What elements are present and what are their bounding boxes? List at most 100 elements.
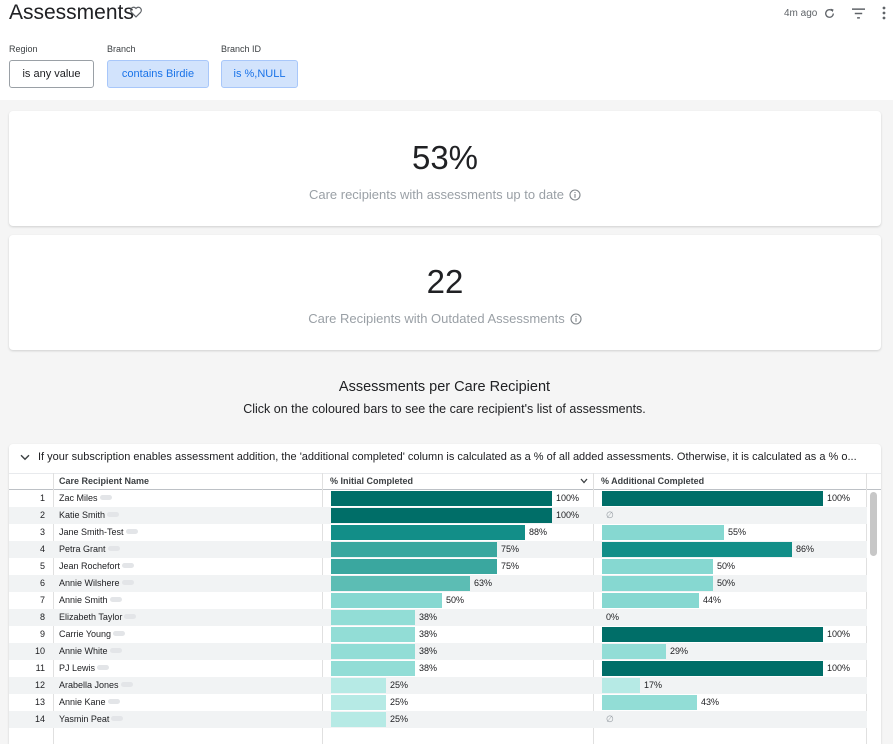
initial-completed-bar[interactable] bbox=[331, 576, 470, 591]
more-options-icon[interactable] bbox=[107, 699, 120, 704]
info-icon[interactable] bbox=[569, 189, 581, 201]
care-recipient-name[interactable]: Annie Kane bbox=[59, 697, 120, 707]
table-row[interactable]: 3 Jane Smith-Test 88% 55% bbox=[9, 524, 867, 541]
column-header-initial[interactable]: % Initial Completed bbox=[330, 476, 414, 486]
additional-completed-bar[interactable] bbox=[602, 593, 699, 608]
row-number: 4 bbox=[39, 544, 45, 554]
table-row[interactable]: 9 Carrie Young 38% 100% bbox=[9, 626, 867, 643]
additional-completed-bar[interactable] bbox=[602, 559, 713, 574]
additional-completed-bar[interactable] bbox=[602, 576, 713, 591]
additional-completed-value: 100% bbox=[827, 493, 851, 503]
row-number: 3 bbox=[39, 527, 45, 537]
filter-icon[interactable] bbox=[852, 8, 865, 19]
table-row[interactable]: 7 Annie Smith 50% 44% bbox=[9, 592, 867, 609]
additional-completed-value: 100% bbox=[827, 663, 851, 673]
kpi-card-outdated[interactable]: 22 Care Recipients with Outdated Assessm… bbox=[9, 235, 881, 350]
additional-completed-bar[interactable] bbox=[602, 525, 724, 540]
care-recipient-name[interactable]: Yasmin Peat bbox=[59, 714, 124, 724]
initial-completed-bar[interactable] bbox=[331, 678, 386, 693]
more-options-icon[interactable] bbox=[99, 495, 112, 500]
initial-completed-bar[interactable] bbox=[331, 525, 525, 540]
additional-completed-bar[interactable] bbox=[602, 542, 792, 557]
row-number: 14 bbox=[34, 714, 45, 724]
more-options-icon[interactable] bbox=[121, 580, 134, 585]
table-row[interactable]: 10 Annie White 38% 29% bbox=[9, 643, 867, 660]
row-number: 12 bbox=[34, 680, 45, 690]
filter-chip-region[interactable]: is any value bbox=[9, 60, 94, 88]
care-recipient-name[interactable]: Annie White bbox=[59, 646, 122, 656]
heart-icon[interactable] bbox=[129, 5, 143, 19]
more-options-icon[interactable] bbox=[109, 648, 122, 653]
table-row[interactable]: 11 PJ Lewis 38% 100% bbox=[9, 660, 867, 677]
initial-completed-value: 100% bbox=[556, 510, 580, 520]
initial-completed-bar[interactable] bbox=[331, 491, 552, 506]
initial-completed-bar[interactable] bbox=[331, 644, 415, 659]
additional-completed-value: 100% bbox=[827, 629, 851, 639]
care-recipient-name[interactable]: Annie Wilshere bbox=[59, 578, 134, 588]
care-recipient-name[interactable]: PJ Lewis bbox=[59, 663, 110, 673]
care-recipient-name[interactable]: Annie Smith bbox=[59, 595, 122, 605]
table-row[interactable]: 4 Petra Grant 75% 86% bbox=[9, 541, 867, 558]
more-options-icon[interactable] bbox=[97, 665, 110, 670]
more-options-icon[interactable] bbox=[125, 529, 138, 534]
additional-completed-bar[interactable] bbox=[602, 678, 640, 693]
filter-chip-branch[interactable]: contains Birdie bbox=[107, 60, 209, 88]
table-row[interactable]: 6 Annie Wilshere 63% 50% bbox=[9, 575, 867, 592]
refresh-icon[interactable] bbox=[823, 7, 836, 20]
initial-completed-bar[interactable] bbox=[331, 508, 552, 523]
column-header-additional[interactable]: % Additional Completed bbox=[601, 476, 705, 486]
more-options-icon[interactable] bbox=[107, 546, 120, 551]
additional-completed-bar[interactable] bbox=[602, 491, 823, 506]
more-options-icon[interactable] bbox=[109, 597, 122, 602]
additional-completed-bar[interactable] bbox=[602, 695, 697, 710]
table-scrollbar[interactable] bbox=[870, 492, 877, 556]
more-options-icon[interactable] bbox=[120, 682, 133, 687]
care-recipient-name[interactable]: Elizabeth Taylor bbox=[59, 612, 137, 622]
table-row[interactable]: 2 Katie Smith 100% ∅ bbox=[9, 507, 867, 524]
care-recipient-name[interactable]: Petra Grant bbox=[59, 544, 120, 554]
column-header-name[interactable]: Care Recipient Name bbox=[59, 476, 150, 486]
initial-completed-bar[interactable] bbox=[331, 712, 386, 727]
care-recipient-name[interactable]: Zac Miles bbox=[59, 493, 112, 503]
column-divider bbox=[53, 473, 54, 744]
filter-label-region: Region bbox=[9, 44, 38, 54]
care-recipient-name[interactable]: Carrie Young bbox=[59, 629, 126, 639]
initial-completed-bar[interactable] bbox=[331, 542, 497, 557]
sort-chevron-icon[interactable] bbox=[580, 478, 588, 484]
additional-completed-value: 43% bbox=[701, 697, 720, 707]
table-row[interactable]: 1 Zac Miles 100% 100% bbox=[9, 490, 867, 507]
care-recipient-name[interactable]: Arabella Jones bbox=[59, 680, 133, 690]
initial-completed-bar[interactable] bbox=[331, 695, 386, 710]
care-recipient-name[interactable]: Jean Rochefort bbox=[59, 561, 135, 571]
additional-completed-bar[interactable] bbox=[602, 627, 823, 642]
care-recipient-name[interactable]: Jane Smith-Test bbox=[59, 527, 138, 537]
kpi-card-up-to-date[interactable]: 53% Care recipients with assessments up … bbox=[9, 111, 881, 226]
more-vert-icon[interactable] bbox=[881, 6, 887, 20]
table-row[interactable]: 13 Annie Kane 25% 43% bbox=[9, 694, 867, 711]
care-recipient-name[interactable]: Katie Smith bbox=[59, 510, 120, 520]
initial-completed-bar[interactable] bbox=[331, 661, 415, 676]
more-options-icon[interactable] bbox=[113, 631, 126, 636]
filter-chip-branch-id[interactable]: is %,NULL bbox=[221, 60, 298, 88]
chevron-down-icon[interactable] bbox=[20, 454, 30, 461]
initial-completed-bar[interactable] bbox=[331, 627, 415, 642]
more-options-icon[interactable] bbox=[122, 563, 135, 568]
more-options-icon[interactable] bbox=[111, 716, 124, 721]
initial-completed-bar[interactable] bbox=[331, 559, 497, 574]
initial-completed-value: 25% bbox=[390, 697, 409, 707]
table-note[interactable]: If your subscription enables assessment … bbox=[9, 444, 881, 472]
initial-completed-bar[interactable] bbox=[331, 593, 442, 608]
table-row[interactable]: 5 Jean Rochefort 75% 50% bbox=[9, 558, 867, 575]
initial-completed-bar[interactable] bbox=[331, 610, 415, 625]
more-options-icon[interactable] bbox=[124, 614, 137, 619]
table-row[interactable]: 8 Elizabeth Taylor 38% 0% bbox=[9, 609, 867, 626]
info-icon[interactable] bbox=[570, 313, 582, 325]
additional-completed-bar[interactable] bbox=[602, 661, 823, 676]
additional-completed-value: 86% bbox=[796, 544, 815, 554]
assessments-table: If your subscription enables assessment … bbox=[9, 444, 881, 744]
initial-completed-value: 100% bbox=[556, 493, 580, 503]
table-row[interactable]: 14 Yasmin Peat 25% ∅ bbox=[9, 711, 867, 728]
more-options-icon[interactable] bbox=[107, 512, 120, 517]
table-row[interactable]: 12 Arabella Jones 25% 17% bbox=[9, 677, 867, 694]
additional-completed-bar[interactable] bbox=[602, 644, 666, 659]
